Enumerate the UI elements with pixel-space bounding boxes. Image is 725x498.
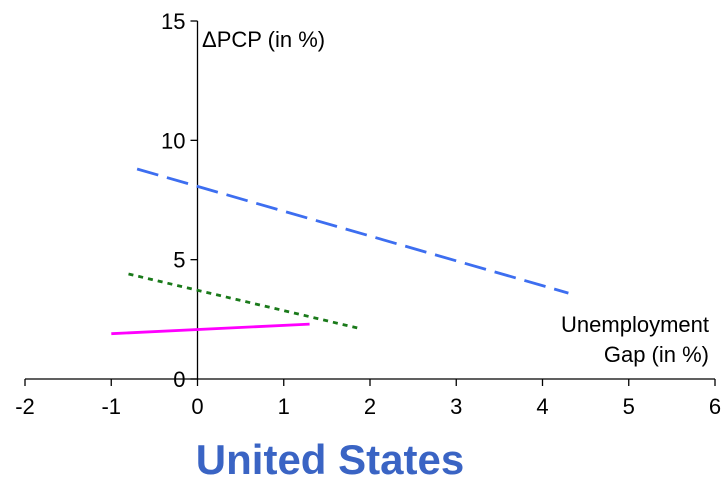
x-tick-label: 5 [623, 394, 635, 419]
x-tick-label: 6 [709, 394, 721, 419]
y-tick-label: 0 [173, 367, 185, 392]
x-tick-label: 2 [364, 394, 376, 419]
x-tick-label: 3 [450, 394, 462, 419]
x-axis-label-line-1: Unemployment [561, 312, 709, 337]
series-line-2 [128, 272, 362, 331]
x-axis-label-line-2: Gap (in %) [604, 342, 709, 367]
x-tick-label: 4 [536, 394, 548, 419]
axes: -2 -1 0 1 2 3 4 5 6 0 5 10 15 [15, 9, 721, 419]
series-line-1 [136, 167, 569, 295]
x-tick-label: 1 [278, 394, 290, 419]
y-axis-label: ΔPCP (in %) [202, 27, 325, 52]
chart-title: United States [196, 436, 464, 483]
series-lines [111, 167, 569, 336]
y-tick-label: 5 [173, 248, 185, 273]
x-tick-label: -2 [15, 394, 35, 419]
x-tick-label: 0 [191, 394, 203, 419]
axis-labels: ΔPCP (in %) Unemployment Gap (in %) [202, 27, 709, 367]
series-line-3 [111, 322, 310, 336]
x-tick-label: -1 [101, 394, 121, 419]
y-tick-label: 10 [161, 128, 185, 153]
y-tick-label: 15 [161, 9, 185, 34]
